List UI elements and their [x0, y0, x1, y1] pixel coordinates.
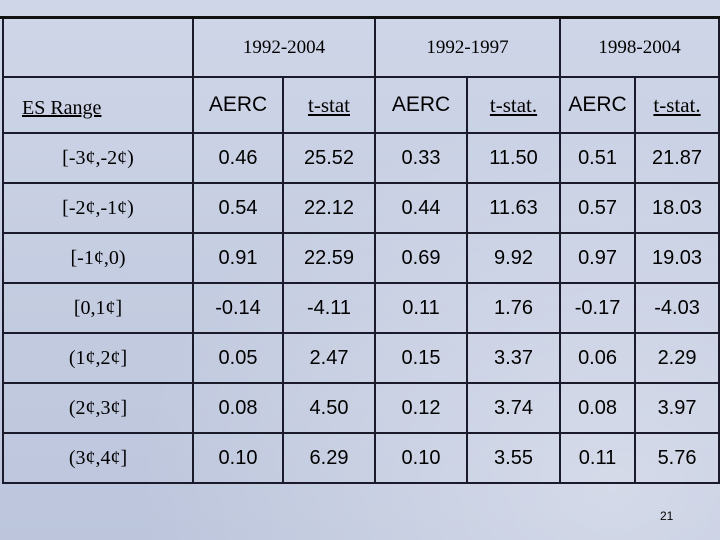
table-cell: 4.50	[283, 383, 377, 434]
es-range-label: (1¢,2¢]	[2, 333, 194, 384]
table-cell: 0.51	[560, 133, 637, 184]
es-range-label: [-2¢,-1¢)	[2, 183, 194, 234]
table-cell: 0.08	[193, 383, 284, 434]
table-row: [-1¢,0) 0.91 22.59 0.69 9.92 0.97 19.03	[2, 233, 720, 284]
table-cell: 0.33	[375, 133, 469, 184]
table-cell: 1.76	[467, 283, 562, 334]
period-header-1998-2004: 1998-2004	[560, 19, 720, 78]
table-cell: 0.10	[193, 433, 284, 484]
table-cell: 6.29	[283, 433, 377, 484]
es-range-label: [0,1¢]	[2, 283, 194, 334]
table-cell: 0.69	[375, 233, 469, 284]
page-number: 21	[660, 509, 674, 523]
top-rule	[0, 16, 720, 19]
col-header-tstat: t-stat.	[635, 77, 720, 134]
column-header-row: ES Range AERC t-stat AERC t-stat. AERC t…	[2, 77, 720, 134]
table-cell: 2.29	[635, 333, 720, 384]
table-cell: 3.55	[467, 433, 562, 484]
table-cell: 0.97	[560, 233, 637, 284]
table-cell: 11.50	[467, 133, 562, 184]
table-cell: 0.44	[375, 183, 469, 234]
period-header-row: 1992-2004 1992-1997 1998-2004	[2, 19, 720, 78]
table-cell: 0.11	[560, 433, 637, 484]
es-range-header: ES Range	[2, 77, 194, 134]
header-corner-cell	[2, 19, 194, 78]
table-cell: -4.11	[283, 283, 377, 334]
table-cell: 0.11	[375, 283, 469, 334]
table-cell: -4.03	[635, 283, 720, 334]
table-row: (2¢,3¢] 0.08 4.50 0.12 3.74 0.08 3.97	[2, 383, 720, 434]
table-cell: 0.06	[560, 333, 637, 384]
es-range-label: (3¢,4¢]	[2, 433, 194, 484]
results-table: 1992-2004 1992-1997 1998-2004 ES Range A…	[2, 19, 720, 484]
table-cell: -0.17	[560, 283, 637, 334]
col-header-aerc: AERC	[375, 77, 469, 134]
table-cell: 9.92	[467, 233, 562, 284]
table-row: [0,1¢] -0.14 -4.11 0.11 1.76 -0.17 -4.03	[2, 283, 720, 334]
table-cell: -0.14	[193, 283, 284, 334]
table-cell: 11.63	[467, 183, 562, 234]
table-cell: 21.87	[635, 133, 720, 184]
table-row: (1¢,2¢] 0.05 2.47 0.15 3.37 0.06 2.29	[2, 333, 720, 384]
table-cell: 18.03	[635, 183, 720, 234]
table-cell: 0.12	[375, 383, 469, 434]
period-header-1992-1997: 1992-1997	[375, 19, 562, 78]
col-header-tstat: t-stat	[283, 77, 377, 134]
table-cell: 25.52	[283, 133, 377, 184]
table-cell: 0.54	[193, 183, 284, 234]
es-range-label: [-3¢,-2¢)	[2, 133, 194, 184]
table-cell: 0.57	[560, 183, 637, 234]
table-cell: 0.15	[375, 333, 469, 384]
table-row: [-3¢,-2¢) 0.46 25.52 0.33 11.50 0.51 21.…	[2, 133, 720, 184]
table-cell: 2.47	[283, 333, 377, 384]
table-cell: 5.76	[635, 433, 720, 484]
table-cell: 0.08	[560, 383, 637, 434]
table-row: (3¢,4¢] 0.10 6.29 0.10 3.55 0.11 5.76	[2, 433, 720, 484]
table-cell: 22.12	[283, 183, 377, 234]
es-range-label: (2¢,3¢]	[2, 383, 194, 434]
table-cell: 0.05	[193, 333, 284, 384]
table-cell: 3.37	[467, 333, 562, 384]
table-cell: 3.97	[635, 383, 720, 434]
table-cell: 0.46	[193, 133, 284, 184]
col-header-aerc: AERC	[193, 77, 284, 134]
table-cell: 22.59	[283, 233, 377, 284]
col-header-tstat: t-stat.	[467, 77, 562, 134]
table-cell: 0.91	[193, 233, 284, 284]
table-cell: 3.74	[467, 383, 562, 434]
col-header-aerc: AERC	[560, 77, 637, 134]
period-header-1992-2004: 1992-2004	[193, 19, 377, 78]
table-cell: 19.03	[635, 233, 720, 284]
es-range-label: [-1¢,0)	[2, 233, 194, 284]
table-row: [-2¢,-1¢) 0.54 22.12 0.44 11.63 0.57 18.…	[2, 183, 720, 234]
table-cell: 0.10	[375, 433, 469, 484]
